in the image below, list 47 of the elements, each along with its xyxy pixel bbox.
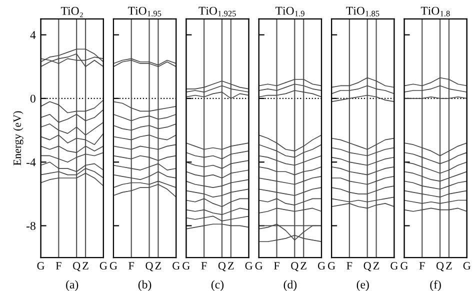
- x-tick-label: F: [128, 262, 134, 270]
- x-tick-label: Z: [446, 262, 452, 270]
- x-tick-label: Z: [82, 262, 88, 270]
- x-tick-label: F: [346, 262, 352, 270]
- x-tick-label: F: [419, 262, 425, 270]
- y-tick-label: 4: [30, 31, 36, 39]
- x-tick-label: G: [255, 262, 263, 270]
- x-tick-label: G: [182, 262, 190, 270]
- chart-title: TiO$_{1.95}$: [128, 6, 162, 16]
- x-tick-label: Z: [155, 262, 162, 270]
- text: (c): [211, 280, 224, 291]
- y-axis-title: Energy (eV): [13, 111, 24, 166]
- x-tick-label: F: [201, 262, 207, 270]
- x-tick-label: F: [56, 262, 62, 270]
- x-tick-label: G: [400, 262, 408, 270]
- text: (f): [430, 280, 441, 291]
- x-tick-label: Q: [291, 262, 298, 272]
- x-tick-label: G: [328, 262, 336, 270]
- text: (a): [66, 280, 78, 291]
- x-tick-label: G: [110, 262, 118, 270]
- x-tick-label: Z: [228, 262, 234, 270]
- x-tick-label: G: [37, 262, 44, 270]
- chart-title: TiO$_{1.8}$: [420, 6, 450, 16]
- x-tick-label: F: [274, 262, 280, 270]
- y-tick-label: 0: [30, 94, 36, 103]
- x-tick-label: Q: [436, 262, 444, 272]
- x-tick-label: G: [390, 262, 398, 270]
- y-tick-label: -8: [26, 222, 36, 230]
- x-tick-label: G: [463, 262, 471, 270]
- x-tick-label: Q: [73, 262, 80, 272]
- x-tick-label: Q: [218, 262, 226, 272]
- x-tick-label: G: [318, 262, 326, 270]
- text: (b): [138, 280, 152, 291]
- x-tick-label: Z: [300, 262, 306, 270]
- x-tick-label: G: [245, 262, 252, 270]
- chart-title: TiO$_{1.925}$: [198, 6, 236, 16]
- chart-title: TiO$_{1.85}$: [346, 6, 380, 16]
- text: (e): [356, 280, 369, 291]
- x-tick-label: G: [172, 262, 180, 270]
- chart-title: TiO₂: [60, 6, 83, 18]
- chart-title: TiO$_{1.9}$: [276, 6, 304, 16]
- x-tick-label: Z: [373, 262, 380, 270]
- y-tick-label: -4: [26, 158, 36, 166]
- x-tick-label: Q: [146, 262, 154, 272]
- x-tick-label: Q: [364, 262, 372, 272]
- text: (d): [284, 280, 297, 291]
- x-tick-label: G: [100, 262, 108, 270]
